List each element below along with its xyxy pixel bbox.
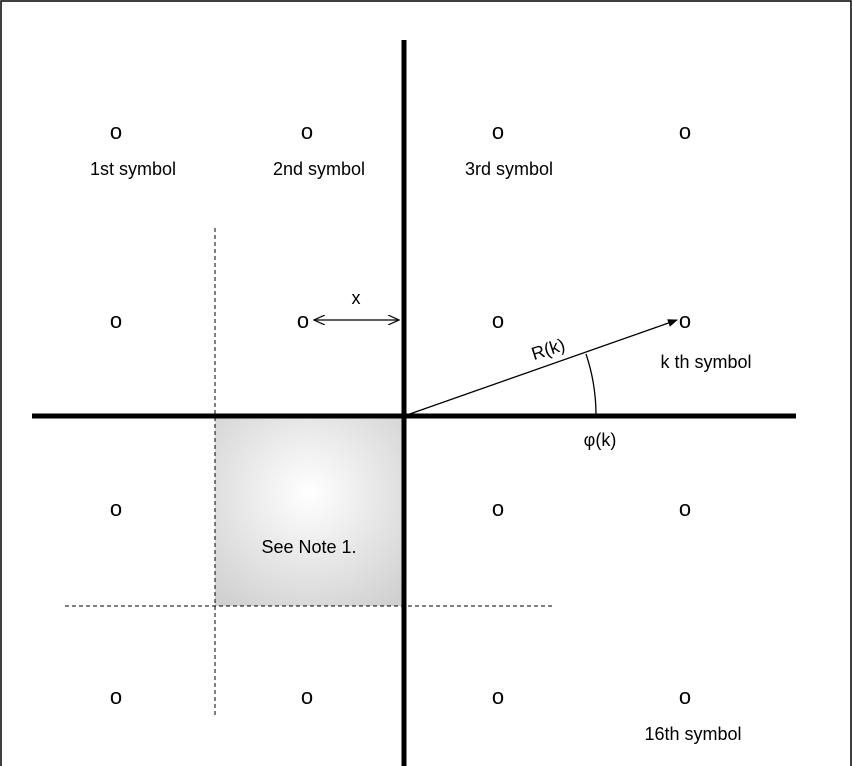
symbol-point-12: o (679, 496, 691, 521)
symbol-point-16: o (679, 684, 691, 709)
symbol-point-7: o (492, 308, 504, 333)
symbol-point-14: o (301, 684, 313, 709)
symbol-point-1: o (110, 119, 122, 144)
distance-label: x (352, 288, 361, 308)
radius-vector (403, 319, 678, 417)
note-region (215, 418, 403, 606)
note-text: See Note 1. (261, 537, 356, 557)
label-3rd-symbol: 3rd symbol (465, 159, 553, 179)
symbol-point-3: o (492, 119, 504, 144)
radius-label: R(k) (529, 335, 568, 365)
symbol-point-6: o (297, 308, 309, 333)
label-1st-symbol: 1st symbol (90, 159, 176, 179)
angle-label: φ(k) (584, 430, 617, 450)
symbol-point-13: o (110, 684, 122, 709)
symbol-point-5: o (110, 308, 122, 333)
symbol-point-2: o (301, 119, 313, 144)
symbol-point-15: o (492, 684, 504, 709)
label-kth-symbol: k th symbol (660, 352, 751, 372)
symbol-point-9: o (110, 496, 122, 521)
symbol-point-kth: o (679, 308, 691, 333)
symbol-point-4: o (679, 119, 691, 144)
label-16th-symbol: 16th symbol (644, 724, 741, 744)
label-2nd-symbol: 2nd symbol (273, 159, 365, 179)
symbol-point-11: o (492, 496, 504, 521)
angle-arc (585, 353, 597, 417)
